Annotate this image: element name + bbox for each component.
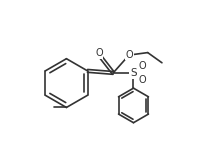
Text: O: O: [139, 61, 146, 71]
Text: O: O: [126, 50, 133, 60]
Text: O: O: [95, 48, 103, 58]
Text: S: S: [130, 68, 137, 78]
Text: O: O: [139, 75, 146, 85]
